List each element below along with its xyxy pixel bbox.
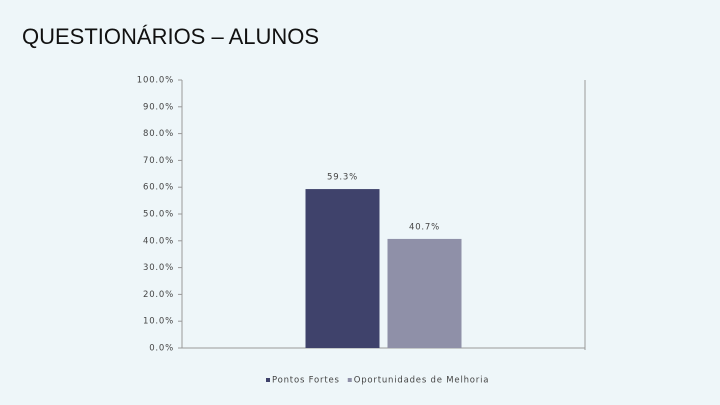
value-label: 40.7%: [409, 222, 440, 232]
y-tick-label: 50.0%: [143, 210, 174, 220]
y-tick-label: 20.0%: [143, 290, 174, 300]
value-label: 59.3%: [327, 173, 358, 183]
y-tick-label: 90.0%: [143, 102, 174, 112]
y-tick-label: 80.0%: [143, 129, 174, 139]
bar: [305, 189, 380, 348]
y-tick-label: 100.0%: [137, 76, 174, 86]
legend-label: Oportunidades de Melhoria: [354, 376, 490, 386]
legend-label: Pontos Fortes: [272, 376, 340, 386]
y-tick-label: 30.0%: [143, 263, 174, 273]
y-tick-label: 60.0%: [143, 183, 174, 193]
bar: [387, 238, 462, 348]
legend-marker: [347, 378, 352, 382]
legend-marker: [266, 378, 270, 382]
chart-title: QUESTIONÁRIOS – ALUNOS: [22, 24, 319, 49]
y-tick-label: 10.0%: [143, 317, 174, 327]
y-tick-label: 70.0%: [143, 156, 174, 166]
y-tick-label: 0.0%: [149, 344, 174, 354]
y-tick-label: 40.0%: [143, 236, 174, 246]
